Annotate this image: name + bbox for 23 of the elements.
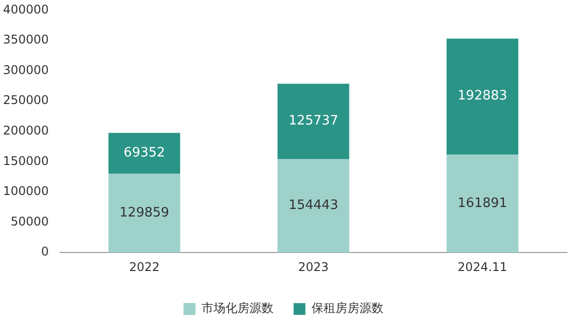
y-tick-label: 200000 — [2, 124, 49, 138]
x-tick-label: 2024.11 — [458, 260, 508, 274]
data-label: 129859 — [120, 206, 170, 221]
y-tick-label: 100000 — [2, 184, 49, 198]
y-tick-label: 50000 — [10, 214, 49, 228]
y-tick-label: 350000 — [2, 32, 49, 47]
y-tick-label: 300000 — [2, 62, 49, 77]
data-label: 192883 — [458, 88, 508, 104]
y-tick-label: 150000 — [2, 154, 49, 168]
data-label: 69352 — [124, 145, 166, 160]
data-label: 125737 — [288, 113, 338, 128]
data-label: 161891 — [458, 196, 508, 211]
legend-label: 市场化房源数 — [202, 301, 274, 316]
bar — [277, 159, 350, 253]
y-tick-label: 400000 — [2, 2, 49, 16]
data-label: 154443 — [288, 198, 338, 214]
x-tick-label: 2022 — [129, 260, 160, 274]
x-tick-label: 2023 — [298, 260, 329, 274]
legend-label: 保租房房源数 — [312, 301, 384, 316]
y-tick-label: 0 — [41, 244, 49, 259]
bar — [446, 154, 518, 253]
bar — [108, 174, 180, 253]
y-tick-label: 250000 — [2, 93, 49, 108]
